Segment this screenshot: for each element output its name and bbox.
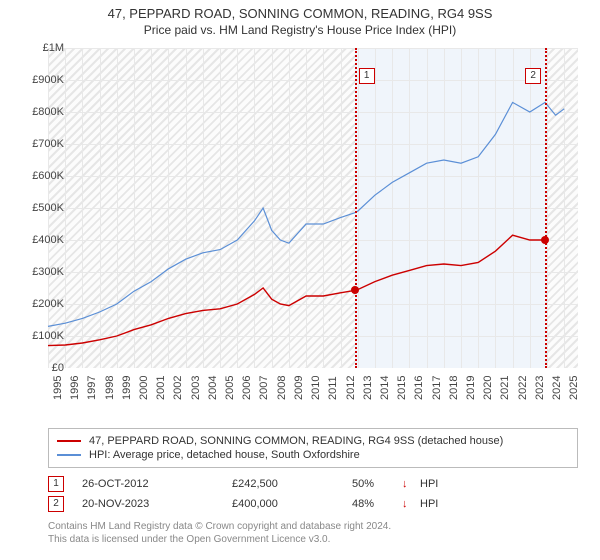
xtick-label: 2014 <box>379 376 391 400</box>
footer-line-1: Contains HM Land Registry data © Crown c… <box>48 520 578 533</box>
table-row: 1 26-OCT-2012£242,50050%↓HPI <box>48 476 578 492</box>
xtick-label: 1996 <box>69 376 81 400</box>
legend-swatch <box>57 454 81 456</box>
ytick-label: £500K <box>32 202 64 214</box>
xtick-label: 2018 <box>448 376 460 400</box>
ytick-label: £1M <box>43 42 64 54</box>
row-index-box: 2 <box>48 496 64 512</box>
row-price: £400,000 <box>232 498 352 510</box>
sale-data-table: 1 26-OCT-2012£242,50050%↓HPI 2 20-NOV-2023£… <box>48 472 578 516</box>
xtick-label: 2008 <box>276 376 288 400</box>
xtick-label: 2021 <box>499 376 511 400</box>
sale-marker <box>351 286 359 294</box>
xtick-label: 2016 <box>413 376 425 400</box>
down-arrow-icon: ↓ <box>402 498 420 510</box>
xtick-label: 2003 <box>190 376 202 400</box>
ytick-label: £400K <box>32 234 64 246</box>
row-hpi-label: HPI <box>420 478 438 490</box>
chart-title-block: 47, PEPPARD ROAD, SONNING COMMON, READIN… <box>0 0 600 37</box>
row-pct: 50% <box>352 478 402 490</box>
chart-subtitle: Price paid vs. HM Land Registry's House … <box>0 23 600 37</box>
xtick-label: 1995 <box>52 376 64 400</box>
xtick-label: 2019 <box>465 376 477 400</box>
xtick-label: 2004 <box>207 376 219 400</box>
xtick-label: 2012 <box>345 376 357 400</box>
row-date: 26-OCT-2012 <box>82 478 232 490</box>
row-index-box: 1 <box>48 476 64 492</box>
xtick-label: 2025 <box>568 376 580 400</box>
series-property <box>48 235 545 345</box>
xtick-label: 2000 <box>138 376 150 400</box>
chart-plot-area: 12 <box>48 48 578 368</box>
xtick-label: 2015 <box>396 376 408 400</box>
legend-label: HPI: Average price, detached house, Sout… <box>89 449 360 461</box>
xtick-label: 2009 <box>293 376 305 400</box>
xtick-label: 2010 <box>310 376 322 400</box>
xtick-label: 2005 <box>224 376 236 400</box>
xtick-label: 1998 <box>104 376 116 400</box>
xtick-label: 2023 <box>534 376 546 400</box>
sale-callout: 2 <box>525 68 541 84</box>
sale-vline <box>545 48 547 368</box>
sale-callout: 1 <box>359 68 375 84</box>
xtick-label: 2007 <box>258 376 270 400</box>
ytick-label: £600K <box>32 170 64 182</box>
xtick-label: 1999 <box>121 376 133 400</box>
legend: 47, PEPPARD ROAD, SONNING COMMON, READIN… <box>48 428 578 468</box>
down-arrow-icon: ↓ <box>402 478 420 490</box>
xtick-label: 2013 <box>362 376 374 400</box>
xtick-label: 2017 <box>431 376 443 400</box>
ytick-label: £300K <box>32 266 64 278</box>
legend-label: 47, PEPPARD ROAD, SONNING COMMON, READIN… <box>89 435 503 447</box>
xtick-label: 2002 <box>172 376 184 400</box>
row-date: 20-NOV-2023 <box>82 498 232 510</box>
xtick-label: 1997 <box>86 376 98 400</box>
ytick-label: £200K <box>32 298 64 310</box>
ytick-label: £0 <box>52 362 64 374</box>
xtick-label: 2024 <box>551 376 563 400</box>
xtick-label: 2006 <box>241 376 253 400</box>
table-row: 2 20-NOV-2023£400,00048%↓HPI <box>48 496 578 512</box>
footer-line-2: This data is licensed under the Open Gov… <box>48 533 578 546</box>
ytick-label: £900K <box>32 74 64 86</box>
xtick-label: 2020 <box>482 376 494 400</box>
xtick-label: 2011 <box>327 376 339 400</box>
footer-attribution: Contains HM Land Registry data © Crown c… <box>48 520 578 546</box>
series-svg <box>48 48 578 368</box>
series-hpi <box>48 102 564 326</box>
ytick-label: £700K <box>32 138 64 150</box>
row-pct: 48% <box>352 498 402 510</box>
legend-item: 47, PEPPARD ROAD, SONNING COMMON, READIN… <box>57 435 569 447</box>
sale-marker <box>541 236 549 244</box>
ytick-label: £100K <box>32 330 64 342</box>
xtick-label: 2001 <box>155 376 167 400</box>
legend-swatch <box>57 440 81 442</box>
chart-title: 47, PEPPARD ROAD, SONNING COMMON, READIN… <box>0 6 600 21</box>
xtick-label: 2022 <box>517 376 529 400</box>
legend-item: HPI: Average price, detached house, Sout… <box>57 449 569 461</box>
ytick-label: £800K <box>32 106 64 118</box>
row-hpi-label: HPI <box>420 498 438 510</box>
sale-vline <box>355 48 357 368</box>
row-price: £242,500 <box>232 478 352 490</box>
